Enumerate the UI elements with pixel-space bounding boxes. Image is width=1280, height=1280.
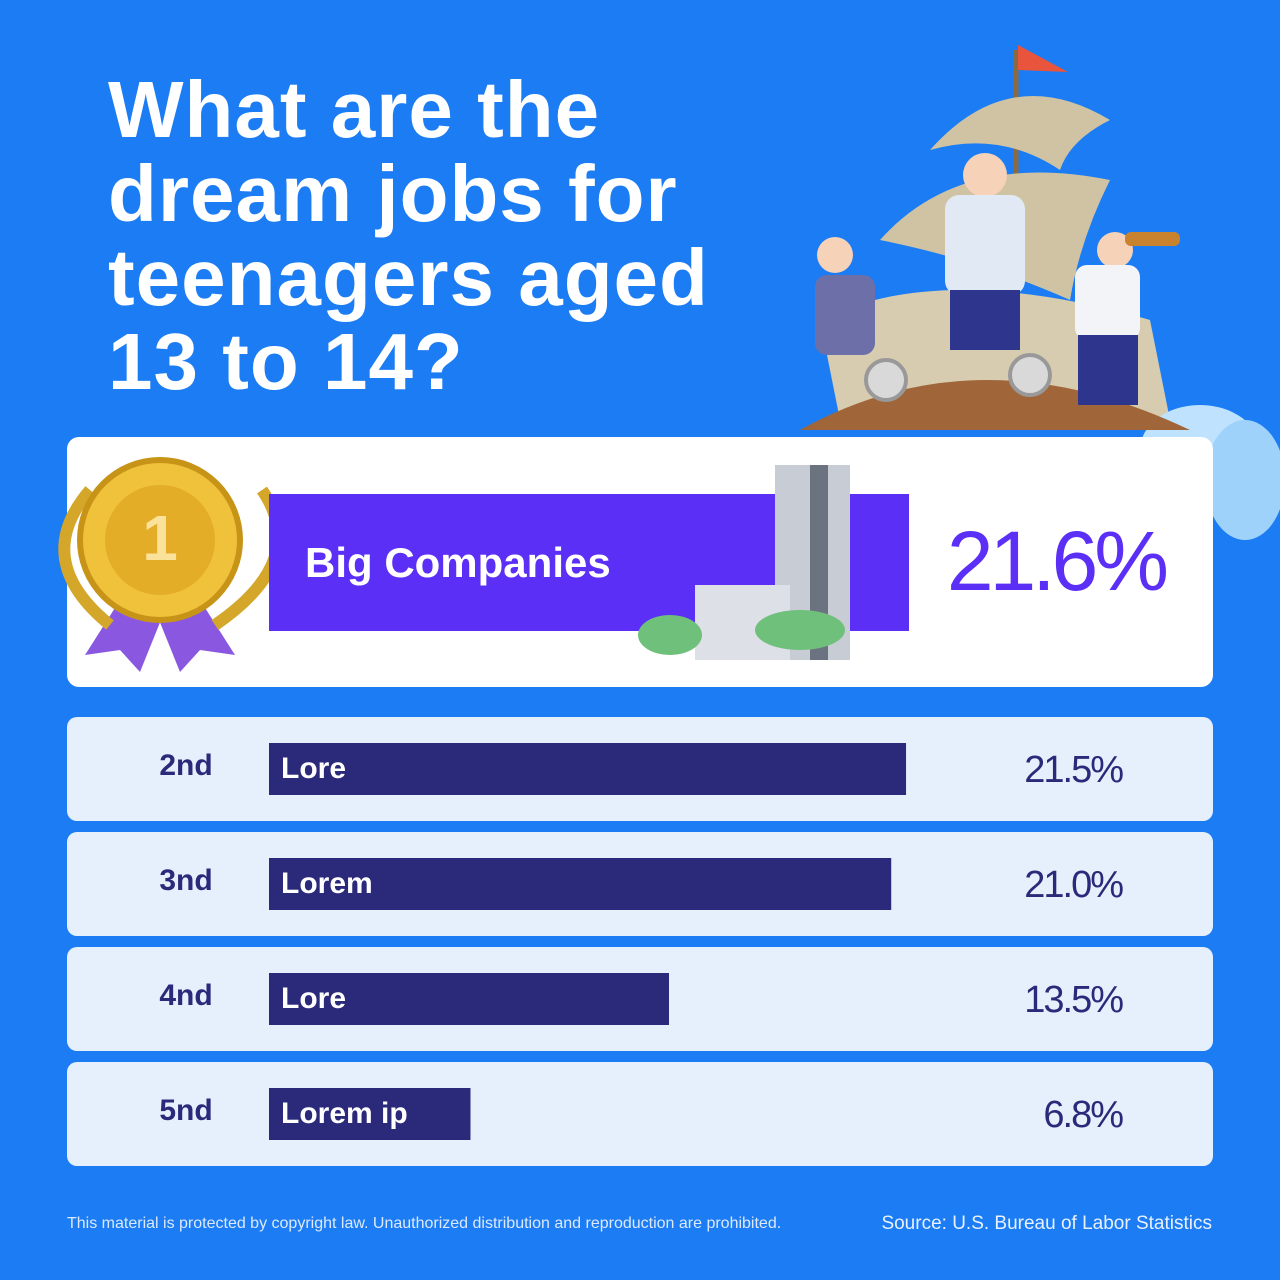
bar	[269, 1088, 471, 1140]
rank-label: 5nd	[159, 1094, 212, 1127]
chart-title: What are the dream jobs for teenagers ag…	[108, 65, 709, 406]
rank-label: 3nd	[159, 864, 212, 897]
tree	[755, 610, 845, 650]
medal-inner	[105, 485, 215, 595]
category-label: Lore	[281, 752, 346, 785]
value-label: 21.0%	[1024, 864, 1123, 906]
category-label: Lorem	[281, 867, 373, 900]
row-card	[67, 1062, 1213, 1166]
bar	[269, 743, 907, 795]
bar	[269, 973, 669, 1025]
illustration	[800, 45, 1280, 540]
rank-label: 2nd	[159, 749, 212, 782]
laurel	[58, 486, 114, 630]
tree	[638, 615, 702, 655]
value-label: 13.5%	[1024, 979, 1123, 1021]
source: Source: U.S. Bureau of Labor Statistics	[881, 1213, 1212, 1234]
bar	[269, 858, 892, 910]
rank-label: 4nd	[159, 979, 212, 1012]
rank-label: 1	[142, 502, 178, 574]
category-label: Lorem ip	[281, 1097, 408, 1130]
value-label: 21.5%	[1024, 749, 1123, 791]
category-label: Big Companies	[305, 539, 611, 586]
footnote: This material is protected by copyright …	[67, 1215, 781, 1232]
value-label: 21.6%	[947, 514, 1166, 608]
value-label: 6.8%	[1043, 1094, 1123, 1136]
category-label: Lore	[281, 982, 346, 1015]
